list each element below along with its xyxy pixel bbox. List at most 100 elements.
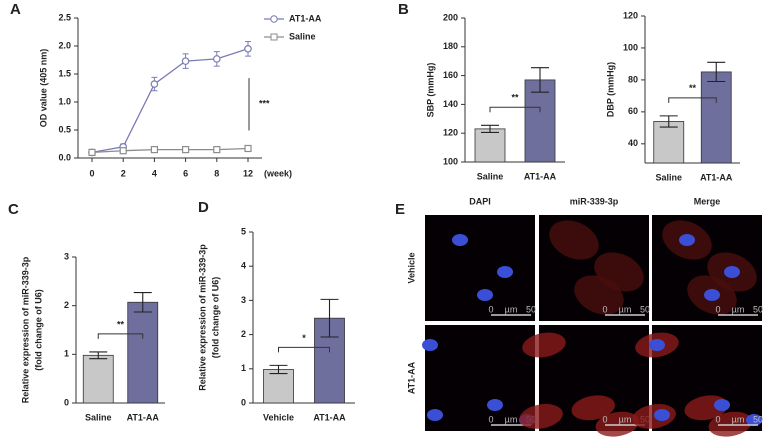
legend-label: Saline xyxy=(289,31,316,41)
point xyxy=(150,146,158,154)
significance-label: *** xyxy=(259,99,270,109)
y-tick-label: 0 xyxy=(241,397,246,407)
y-axis-label: Relative expression of miR-339-3p xyxy=(197,244,207,391)
y-tick-label: 2 xyxy=(241,329,246,339)
nucleus xyxy=(427,409,443,421)
y-tick-label: 1.5 xyxy=(58,68,71,78)
bar xyxy=(700,71,732,164)
error-bar xyxy=(707,61,726,83)
significance-label: ** xyxy=(511,93,519,103)
y-tick-label: 1.0 xyxy=(58,96,71,106)
nucleus xyxy=(422,339,438,351)
scale-bar-label: 0 xyxy=(602,414,607,424)
y-tick-label: 120 xyxy=(443,128,458,138)
error-bar xyxy=(531,67,549,93)
x-tick-label: Vehicle xyxy=(263,412,294,422)
scale-bar-label: 0 xyxy=(488,414,493,424)
panel-label: A xyxy=(10,1,21,18)
point xyxy=(150,80,159,88)
panel-label: B xyxy=(398,1,409,18)
nucleus xyxy=(477,289,493,301)
point xyxy=(181,57,190,65)
significance-label: ** xyxy=(689,83,697,93)
significance-label: * xyxy=(302,333,306,343)
y-tick-label: 180 xyxy=(443,41,458,51)
x-axis-label: (week) xyxy=(264,168,292,178)
point xyxy=(213,146,221,154)
y-tick-label: 0.0 xyxy=(58,152,71,162)
y-tick-label: 140 xyxy=(443,99,458,109)
x-tick-label: AT1-AA xyxy=(700,172,733,182)
scale-bar-label: 0 xyxy=(488,304,493,314)
x-tick-label: AT1-AA xyxy=(313,412,346,422)
y-tick-label: 120 xyxy=(623,10,638,20)
y-tick-label: 100 xyxy=(443,156,458,166)
significance-bracket xyxy=(278,346,330,353)
y-tick-label: 0.5 xyxy=(58,124,71,134)
bar xyxy=(474,128,506,163)
column-label: miR-339-3p xyxy=(570,196,619,206)
column-label: Merge xyxy=(694,196,721,206)
nucleus xyxy=(649,339,665,351)
nucleus xyxy=(679,234,695,246)
cell-signal xyxy=(519,403,563,429)
significance-bracket xyxy=(97,333,144,339)
row-label: Vehicle xyxy=(406,252,416,283)
x-tick-label: Saline xyxy=(85,412,112,422)
error-bar xyxy=(320,298,339,338)
y-tick-label: 160 xyxy=(443,70,458,80)
y-axis-label: SBP (mmHg) xyxy=(425,63,435,118)
x-tick-label: 6 xyxy=(183,168,188,178)
error-bar xyxy=(481,124,499,134)
cell-signal xyxy=(708,411,753,437)
y-tick-label: 2.5 xyxy=(58,12,71,22)
y-tick-label: 200 xyxy=(443,12,458,22)
cell-signal xyxy=(574,275,624,315)
nucleus xyxy=(487,399,503,411)
nucleus xyxy=(497,266,513,278)
significance-label: ** xyxy=(117,319,125,329)
row-label: AT1-AA xyxy=(406,361,416,394)
significance-bracket xyxy=(668,97,717,103)
y-tick-label: 100 xyxy=(623,42,638,52)
x-tick-label: 12 xyxy=(243,168,253,178)
nucleus xyxy=(746,414,762,426)
x-tick-label: 0 xyxy=(89,168,94,178)
error-bar xyxy=(659,115,678,128)
y-tick-label: 0 xyxy=(64,397,69,407)
y-tick-label: 60 xyxy=(628,106,638,116)
series-line xyxy=(91,48,249,154)
panel-label: C xyxy=(8,201,19,218)
y-tick-label: 5 xyxy=(241,226,246,236)
column-label: DAPI xyxy=(469,196,491,206)
scale-bar-label: 50 xyxy=(526,304,536,314)
point xyxy=(244,144,252,153)
y-axis-label: OD value (405 nm) xyxy=(38,49,48,128)
y-tick-label: 80 xyxy=(628,74,638,84)
legend-label: AT1-AA xyxy=(289,13,322,23)
legend-marker xyxy=(270,15,278,23)
scale-bar-label: 50 xyxy=(753,414,763,424)
nucleus xyxy=(452,234,468,246)
nucleus xyxy=(654,409,670,421)
x-tick-label: 2 xyxy=(121,168,126,178)
scale-bar-label: 0 xyxy=(602,304,607,314)
x-tick-label: Saline xyxy=(477,171,504,181)
scale-bar-label: 50 xyxy=(640,304,650,314)
y-tick-label: 40 xyxy=(628,138,638,148)
error-bar xyxy=(89,351,108,360)
scale-bar-label: µm xyxy=(619,414,632,424)
x-tick-label: 8 xyxy=(214,168,219,178)
y-axis-label: (fold change of U6) xyxy=(210,277,220,359)
point xyxy=(244,44,252,53)
y-tick-label: 2 xyxy=(64,300,69,310)
scale-bar-label: 0 xyxy=(715,304,720,314)
x-tick-label: AT1-AA xyxy=(524,171,557,181)
